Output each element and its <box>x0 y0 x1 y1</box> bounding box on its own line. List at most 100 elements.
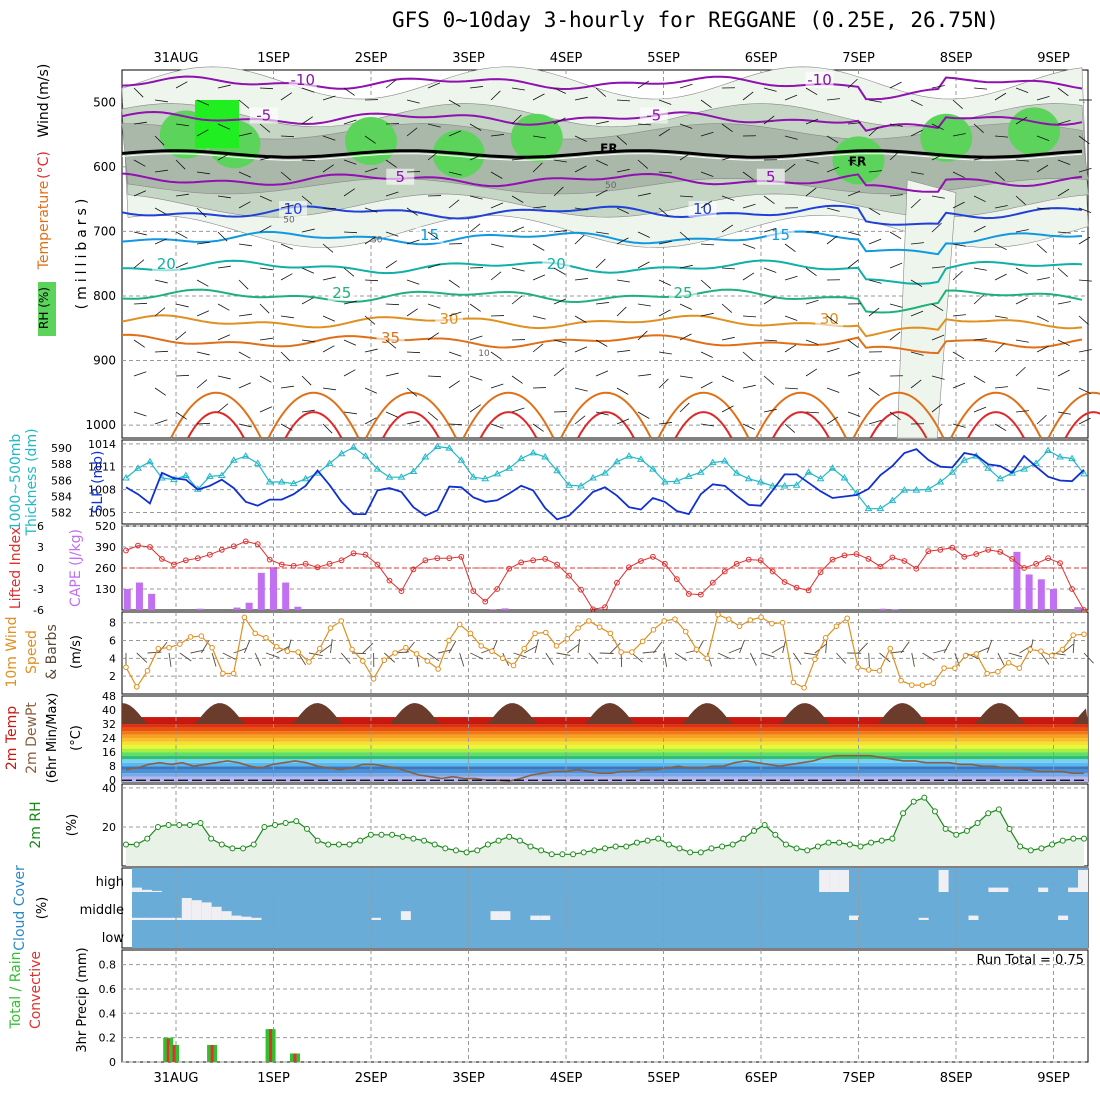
wind-barb <box>553 186 564 197</box>
wind-barb <box>427 303 441 309</box>
lifted-index-tick-label: 6 <box>37 520 44 533</box>
temperature-color-band <box>122 738 1088 742</box>
wind-barb <box>1015 229 1029 233</box>
temperature-tick-label: 0 <box>109 774 116 787</box>
wind-barb <box>175 81 188 89</box>
isotherm-line <box>121 75 1083 101</box>
wind-barb <box>700 243 714 246</box>
lifted-index-marker <box>470 588 477 594</box>
cape-bar <box>501 608 509 610</box>
temperature-tick-label: 16 <box>102 746 116 759</box>
cape-bar <box>245 602 253 610</box>
thickness-marker <box>337 449 346 457</box>
wind-barb <box>217 403 229 413</box>
wind-barb <box>175 159 186 170</box>
wind-barb <box>196 351 210 356</box>
cape-bar <box>123 589 131 610</box>
rh-marker <box>240 845 247 852</box>
wind-barb <box>595 302 609 305</box>
date-label-bottom: 5SEP <box>647 1071 680 1086</box>
lifted-index-marker <box>434 555 441 562</box>
isotherm-label: 20 <box>157 255 176 273</box>
thickness-marker <box>481 474 490 482</box>
wind-barb <box>280 92 293 101</box>
lifted-index-marker <box>350 550 357 557</box>
lifted-index-marker <box>661 560 668 567</box>
wind-barb <box>616 350 630 353</box>
thickness-marker <box>217 471 226 479</box>
lifted-index-marker <box>422 557 429 564</box>
wind-speed-marker <box>542 629 549 636</box>
wind-barb-10m <box>760 652 775 658</box>
wind-barb <box>343 411 357 415</box>
thickness-marker <box>637 455 645 462</box>
wind-barb <box>742 423 755 430</box>
wind-barb <box>280 315 294 319</box>
rh-marker <box>942 825 949 832</box>
mid-cloud-bar <box>171 917 182 920</box>
precip-convective-bar <box>172 1044 176 1062</box>
wind-barb <box>784 315 798 321</box>
thickness-marker <box>1068 454 1076 462</box>
wind-barb-10m <box>502 652 510 666</box>
rh-marker <box>740 835 747 842</box>
wind-barb-10m <box>588 652 599 664</box>
wind-speed-marker <box>1048 652 1055 659</box>
wind-barb <box>406 207 418 216</box>
boundary-layer-arc <box>284 411 343 439</box>
thickness-marker <box>565 481 573 488</box>
wind-barb-10m <box>211 652 217 667</box>
rh-marker <box>282 820 289 827</box>
wind-barb <box>196 310 210 317</box>
thickness-marker <box>708 458 717 466</box>
wind-barb <box>742 315 756 318</box>
mid-cloud-bar <box>141 917 152 920</box>
lifted-index-marker <box>1009 556 1016 562</box>
rh-marker <box>442 845 449 852</box>
thickness-marker <box>1020 465 1029 472</box>
boundary-layer-arc <box>967 411 1025 439</box>
wind-barb <box>196 241 210 245</box>
wind-barb-10m <box>524 645 537 654</box>
wind-barb <box>280 204 294 209</box>
wind-barb <box>889 411 901 420</box>
thickness-marker <box>1056 452 1064 460</box>
wind-barb <box>742 272 755 281</box>
wind-units-label: (m/s) <box>36 64 52 101</box>
wind-barb <box>1057 411 1071 415</box>
wind-barb <box>154 387 167 396</box>
wind-barb <box>1078 349 1092 353</box>
wind-barb <box>574 415 586 425</box>
wind-barb-10m <box>610 642 621 654</box>
wind-barb <box>868 387 880 396</box>
wind-barb <box>742 203 756 209</box>
rh-marker <box>495 837 502 844</box>
thickness-marker <box>660 478 669 485</box>
cloud-background <box>132 868 1088 948</box>
wind-barb <box>952 201 965 209</box>
wind-barb <box>784 94 798 101</box>
temperature-color-band <box>122 769 1088 774</box>
wind-barb <box>931 334 945 341</box>
lifted-index-axis-label: Lifted Index <box>8 527 24 609</box>
wind-barb <box>889 331 901 341</box>
isotherm-label-bg <box>688 201 717 218</box>
wind-barb <box>553 230 567 233</box>
wind-barb <box>385 159 397 168</box>
cape-bar <box>891 609 899 610</box>
wind-barb <box>910 379 922 389</box>
wind-speed-marker <box>844 615 850 622</box>
isotherm-line <box>121 230 1083 256</box>
mid-cloud-bar <box>918 917 929 920</box>
wind-barb <box>1015 339 1029 343</box>
lifted-index-marker <box>506 565 513 572</box>
rh-marker <box>814 843 821 850</box>
cape-bar <box>879 608 887 610</box>
lifted-index-marker <box>159 556 165 562</box>
wind-speed-marker <box>1038 648 1044 655</box>
wind-barb <box>595 189 608 197</box>
wind-speed-marker <box>360 658 366 664</box>
lifted-index-marker <box>937 546 944 553</box>
wind-speed-marker <box>1059 646 1066 653</box>
thickness-marker <box>804 468 813 475</box>
